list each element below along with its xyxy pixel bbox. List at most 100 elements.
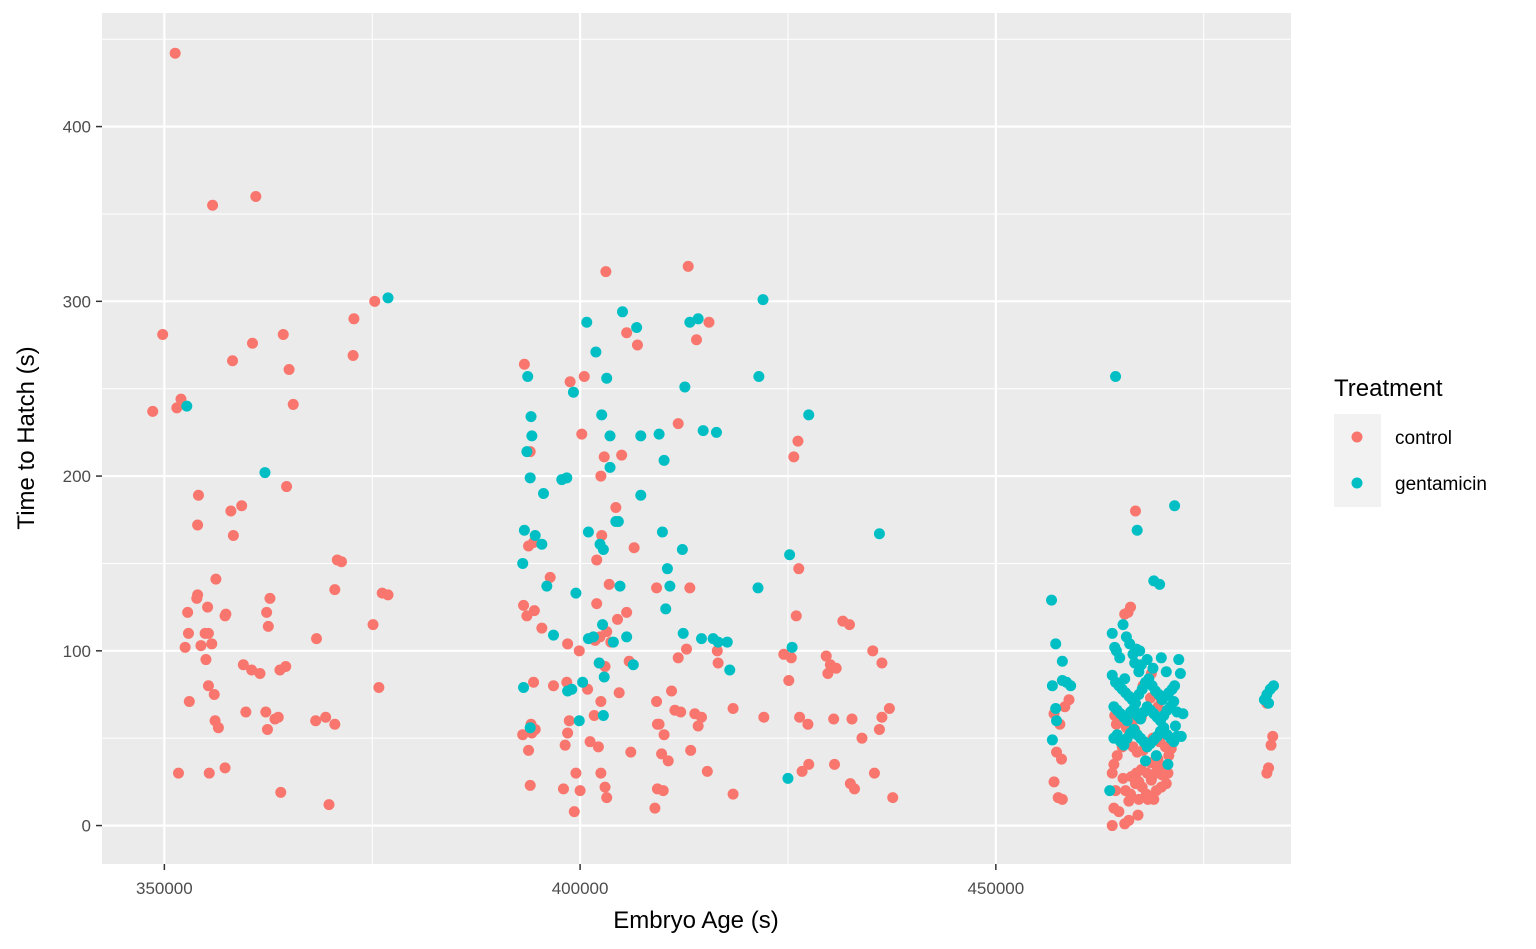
data-point-control bbox=[250, 190, 262, 202]
data-point-control bbox=[323, 799, 335, 811]
data-point-control bbox=[822, 668, 834, 680]
data-point-control bbox=[523, 744, 535, 756]
data-point-control bbox=[210, 573, 222, 585]
data-point-gentamicin bbox=[567, 386, 579, 398]
data-point-control bbox=[1160, 778, 1172, 790]
data-point-control bbox=[281, 481, 293, 493]
data-point-gentamicin bbox=[1169, 500, 1181, 512]
data-point-control bbox=[788, 451, 800, 463]
data-point-control bbox=[651, 718, 663, 730]
data-point-gentamicin bbox=[757, 294, 769, 306]
data-point-control bbox=[790, 610, 802, 622]
x-axis-title: Embryo Age (s) bbox=[613, 907, 778, 934]
data-point-gentamicin bbox=[1131, 524, 1143, 536]
data-point-gentamicin bbox=[577, 676, 589, 688]
data-point-control bbox=[172, 767, 184, 779]
data-point-control bbox=[246, 664, 258, 676]
data-point-gentamicin bbox=[601, 372, 613, 384]
data-point-gentamicin bbox=[1050, 702, 1062, 714]
data-point-control bbox=[227, 529, 239, 541]
data-point-control bbox=[227, 355, 239, 367]
data-point-gentamicin bbox=[1160, 666, 1172, 678]
data-point-gentamicin bbox=[259, 467, 271, 479]
y-axis: 0 100 200 300 400 bbox=[63, 118, 102, 836]
data-point-control bbox=[601, 792, 613, 804]
data-point-gentamicin bbox=[1051, 715, 1063, 727]
data-point-gentamicin bbox=[1263, 697, 1275, 709]
data-point-control bbox=[202, 601, 214, 613]
data-point-control bbox=[557, 783, 569, 795]
data-point-control bbox=[191, 592, 203, 604]
data-point-gentamicin bbox=[604, 461, 616, 473]
data-point-control bbox=[329, 718, 341, 730]
data-point-control bbox=[280, 661, 292, 673]
data-point-gentamicin bbox=[695, 633, 707, 645]
data-point-gentamicin bbox=[1169, 680, 1181, 692]
data-point-control bbox=[200, 654, 212, 666]
data-point-gentamicin bbox=[1173, 654, 1185, 666]
data-point-control bbox=[169, 47, 181, 59]
data-point-gentamicin bbox=[1147, 662, 1159, 674]
data-point-control bbox=[675, 706, 687, 718]
data-point-control bbox=[206, 638, 218, 650]
data-point-control bbox=[562, 638, 574, 650]
data-point-gentamicin bbox=[679, 381, 691, 393]
data-point-gentamicin bbox=[1162, 758, 1174, 770]
data-point-control bbox=[712, 657, 724, 669]
data-points bbox=[147, 47, 1280, 832]
data-point-control bbox=[1063, 694, 1075, 706]
data-point-gentamicin bbox=[1155, 652, 1167, 664]
data-point-control bbox=[310, 715, 322, 727]
data-point-gentamicin bbox=[524, 722, 536, 734]
data-point-control bbox=[568, 806, 580, 818]
data-point-control bbox=[195, 640, 207, 652]
data-point-control bbox=[1108, 758, 1120, 770]
data-point-gentamicin bbox=[581, 316, 593, 328]
data-point-control bbox=[261, 606, 273, 618]
data-point-control bbox=[1125, 601, 1137, 613]
legend-item-control: control bbox=[1334, 414, 1452, 460]
data-point-control bbox=[254, 668, 266, 680]
data-point-gentamicin bbox=[661, 563, 673, 575]
data-point-control bbox=[544, 571, 556, 583]
data-point-gentamicin bbox=[676, 543, 688, 555]
data-point-control bbox=[192, 489, 204, 501]
data-point-gentamicin bbox=[587, 631, 599, 643]
data-point-control bbox=[517, 729, 529, 741]
data-point-control bbox=[691, 334, 702, 346]
data-point-control bbox=[563, 715, 575, 727]
data-point-gentamicin bbox=[1139, 755, 1151, 767]
data-point-control bbox=[867, 645, 879, 657]
data-point-control bbox=[573, 645, 585, 657]
data-point-control bbox=[666, 685, 678, 697]
data-point-control bbox=[559, 739, 571, 751]
data-point-gentamicin bbox=[597, 619, 609, 631]
legend-title: Treatment bbox=[1334, 375, 1443, 402]
data-point-control bbox=[1106, 767, 1118, 779]
data-point-control bbox=[595, 695, 607, 707]
data-point-gentamicin bbox=[1106, 627, 1118, 639]
data-point-gentamicin bbox=[593, 657, 605, 669]
data-point-gentamicin bbox=[607, 636, 619, 648]
data-point-gentamicin bbox=[710, 426, 722, 438]
data-point-control bbox=[758, 711, 770, 723]
data-point-control bbox=[887, 792, 899, 804]
data-point-gentamicin bbox=[1175, 730, 1187, 742]
data-point-gentamicin bbox=[529, 529, 541, 541]
data-point-control bbox=[684, 582, 696, 594]
data-point-control bbox=[672, 652, 684, 664]
data-point-control bbox=[536, 622, 548, 634]
legend-label-control: control bbox=[1395, 428, 1452, 449]
data-point-gentamicin bbox=[1150, 750, 1162, 762]
legend-label-gentamicin: gentamicin bbox=[1395, 474, 1487, 495]
data-point-control bbox=[1111, 750, 1123, 762]
data-point-control bbox=[1106, 820, 1118, 832]
data-point-control bbox=[287, 398, 299, 410]
data-point-gentamicin bbox=[518, 682, 530, 694]
y-tick-label: 300 bbox=[63, 292, 91, 311]
data-point-gentamicin bbox=[753, 370, 765, 382]
data-point-control bbox=[598, 451, 610, 463]
data-point-control bbox=[595, 767, 607, 779]
y-tick-label: 0 bbox=[82, 817, 91, 836]
data-point-control bbox=[794, 711, 806, 723]
